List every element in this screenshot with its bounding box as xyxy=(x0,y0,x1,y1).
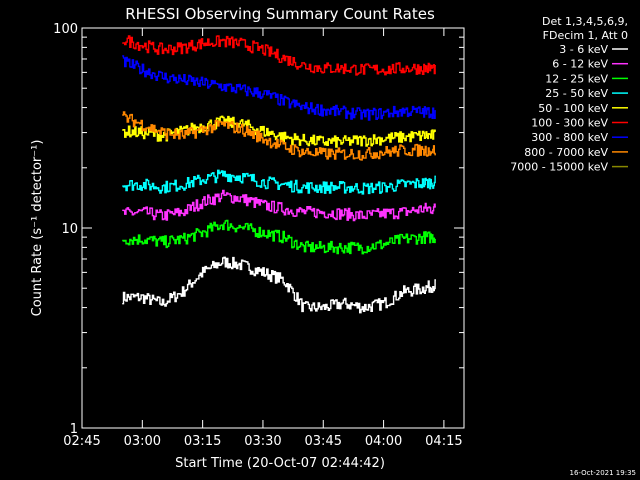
x-tick-label: 03:45 xyxy=(305,434,342,449)
x-tick-label: 03:15 xyxy=(184,434,221,449)
legend-item-label: 7000 - 15000 keV xyxy=(510,161,608,174)
series-line xyxy=(122,115,436,148)
legend-item-label: 300 - 800 keV xyxy=(531,131,608,144)
legend-item-label: 3 - 6 keV xyxy=(559,43,608,56)
plot-frame xyxy=(81,27,465,429)
legend-header-2: FDecim 1, Att 0 xyxy=(543,29,628,42)
y-tick-label: 10 xyxy=(61,222,78,237)
series-line xyxy=(122,219,436,255)
x-tick-label: 04:15 xyxy=(425,434,462,449)
y-tick-label: 100 xyxy=(53,22,78,37)
series-line xyxy=(122,111,436,161)
series-line xyxy=(122,189,436,222)
y-axis: 1 10 100 xyxy=(53,22,464,437)
x-tick-label: 03:00 xyxy=(124,434,161,449)
x-tick-label: 03:30 xyxy=(244,434,281,449)
series-layer xyxy=(122,35,436,314)
legend-item-label: 12 - 25 keV xyxy=(545,72,608,85)
series-line xyxy=(122,256,436,314)
y-axis-label: Count Rate (s⁻¹ detector⁻¹) xyxy=(30,140,45,317)
legend-header-1: Det 1,3,4,5,6,9, xyxy=(542,15,628,28)
legend-item-label: 50 - 100 keV xyxy=(538,102,608,115)
series-line xyxy=(122,35,436,76)
x-axis-label: Start Time (20-Oct-07 02:44:42) xyxy=(175,456,385,471)
legend-item-label: 800 - 7000 keV xyxy=(524,146,608,159)
legend-item-label: 6 - 12 keV xyxy=(552,58,608,71)
series-line xyxy=(122,169,436,195)
legend-item-label: 25 - 50 keV xyxy=(545,87,608,100)
timestamp: 16-Oct-2021 19:35 xyxy=(570,469,636,477)
x-tick-label: 04:00 xyxy=(365,434,402,449)
plot-area: 02:45 03:00 03:15 03:30 03:45 04:00 04:15 1101… xyxy=(53,22,465,449)
legend: Det 1,3,4,5,6,9, FDecim 1, Att 0 3 - 6 k… xyxy=(510,15,628,174)
y-tick-label: 1 xyxy=(70,422,78,437)
legend-item-label: 100 - 300 keV xyxy=(531,117,608,130)
chart-title: RHESSI Observing Summary Count Rates xyxy=(125,5,435,23)
x-axis: 02:45 03:00 03:15 03:30 03:45 04:00 04:15 xyxy=(63,28,463,449)
x-tick-label: 02:45 xyxy=(63,434,100,449)
series-line xyxy=(122,55,436,121)
